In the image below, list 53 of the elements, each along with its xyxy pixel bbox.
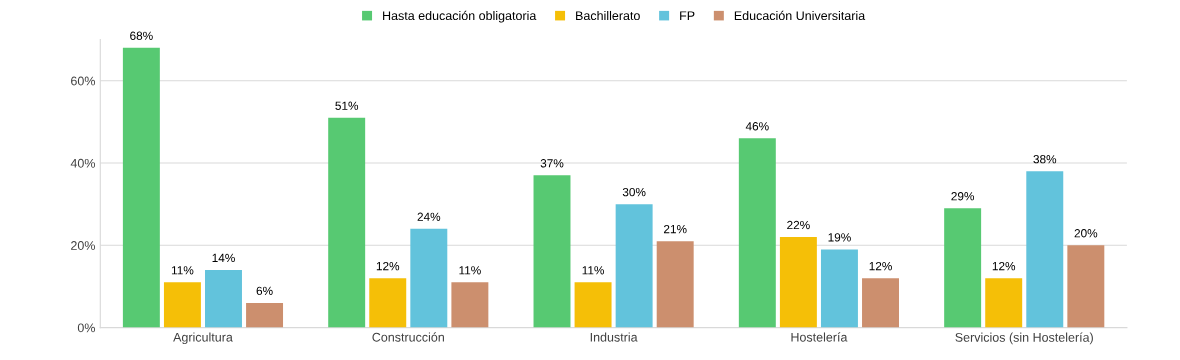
bar xyxy=(615,204,653,328)
legend-label: FP xyxy=(680,11,695,20)
bar xyxy=(410,228,448,328)
x-tick-label: Agricultura xyxy=(173,332,233,345)
data-label: 24% xyxy=(417,212,441,221)
data-label: 38% xyxy=(1033,155,1057,164)
bar xyxy=(1026,171,1064,328)
data-label: 12% xyxy=(376,261,400,271)
data-label: 46% xyxy=(745,122,769,131)
data-label: 37% xyxy=(540,159,564,168)
legend-label: Bachillerato xyxy=(576,10,640,21)
y-tick-label: 0% xyxy=(77,323,95,333)
bar xyxy=(985,278,1023,328)
bar xyxy=(451,282,489,328)
x-tick-label: Servicios (sin Hostelería) xyxy=(955,332,1093,345)
data-label: 51% xyxy=(335,101,359,110)
data-label: 29% xyxy=(951,192,975,201)
data-label: 22% xyxy=(787,220,810,230)
bar xyxy=(246,302,284,328)
data-label: 11% xyxy=(459,266,481,275)
x-tick-label: Hostelería xyxy=(791,332,848,342)
bar xyxy=(862,278,899,328)
bar xyxy=(1067,245,1105,328)
bar xyxy=(656,241,694,328)
bar xyxy=(328,117,366,328)
legend-label: Educación Universitaria xyxy=(734,10,866,21)
bar xyxy=(205,270,242,328)
data-label: 6% xyxy=(256,286,273,296)
x-tick-label: Industria xyxy=(590,332,638,342)
bar xyxy=(944,208,982,328)
data-label: 20% xyxy=(1074,229,1098,238)
bar xyxy=(533,175,571,328)
data-label: 68% xyxy=(130,31,153,40)
data-label: 30% xyxy=(622,187,646,197)
legend-label: Hasta educación obligatoria xyxy=(383,10,537,23)
y-tick-label: 20% xyxy=(71,241,95,250)
y-tick-label: 40% xyxy=(70,158,95,168)
data-label: 12% xyxy=(992,261,1016,271)
data-label: 11% xyxy=(171,266,194,275)
bar xyxy=(369,278,407,328)
bar xyxy=(122,47,160,328)
data-label: 21% xyxy=(663,224,687,234)
bar xyxy=(779,237,817,328)
data-label: 12% xyxy=(869,261,892,271)
x-tick-label: Construcción xyxy=(372,332,444,342)
data-label: 19% xyxy=(828,233,851,242)
bar xyxy=(820,249,858,328)
bar xyxy=(738,138,776,328)
data-label: 11% xyxy=(582,266,605,275)
bar xyxy=(574,282,612,328)
y-tick-label: 60% xyxy=(71,76,95,86)
data-label: 14% xyxy=(212,253,235,263)
bar xyxy=(163,282,201,328)
